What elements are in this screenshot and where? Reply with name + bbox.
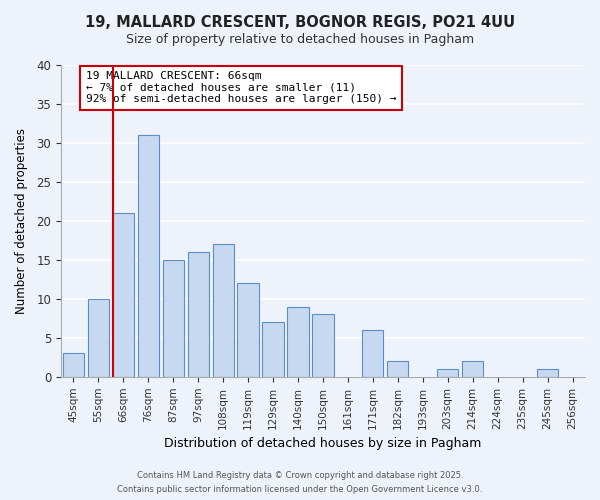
Bar [262,322,284,377]
Bar [137,135,159,377]
Bar [437,369,458,377]
Bar [387,361,409,377]
Bar [313,314,334,377]
Y-axis label: Number of detached properties: Number of detached properties [15,128,28,314]
Text: Size of property relative to detached houses in Pagham: Size of property relative to detached ho… [126,32,474,46]
Bar [362,330,383,377]
Bar [113,213,134,377]
Bar [188,252,209,377]
Text: 19, MALLARD CRESCENT, BOGNOR REGIS, PO21 4UU: 19, MALLARD CRESCENT, BOGNOR REGIS, PO21… [85,15,515,30]
Bar [88,299,109,377]
Bar [462,361,484,377]
Bar [63,354,84,377]
Bar [212,244,234,377]
Text: Contains HM Land Registry data © Crown copyright and database right 2025.
Contai: Contains HM Land Registry data © Crown c… [118,472,482,494]
Bar [537,369,558,377]
Bar [287,306,308,377]
Bar [238,284,259,377]
X-axis label: Distribution of detached houses by size in Pagham: Distribution of detached houses by size … [164,437,482,450]
Bar [163,260,184,377]
Text: 19 MALLARD CRESCENT: 66sqm
← 7% of detached houses are smaller (11)
92% of semi-: 19 MALLARD CRESCENT: 66sqm ← 7% of detac… [86,71,397,104]
